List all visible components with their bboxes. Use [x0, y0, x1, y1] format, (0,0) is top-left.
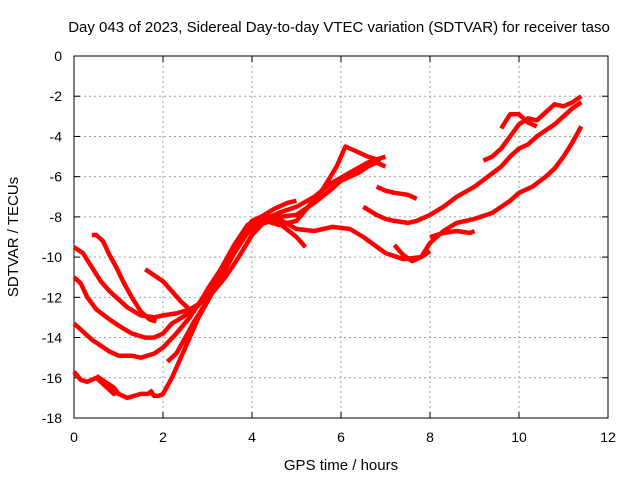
series-line-track-3 — [72, 212, 432, 360]
series-group — [72, 94, 584, 401]
series-line-track-12 — [362, 100, 583, 226]
x-axis-label: GPS time / hours — [284, 457, 398, 474]
y-tick-label: -2 — [50, 88, 63, 104]
y-tick-label: -8 — [50, 209, 63, 225]
series-line-track-5 — [91, 232, 157, 324]
series-line-track-15 — [482, 94, 583, 163]
y-tick-label: -18 — [42, 410, 62, 426]
y-tick-label: 0 — [54, 48, 62, 64]
x-tick-label: 4 — [248, 429, 256, 445]
series-line-track-14 — [429, 228, 476, 240]
x-tick-label: 12 — [600, 429, 616, 445]
series-line-track-8 — [143, 267, 198, 314]
y-tick-label: -6 — [50, 169, 63, 185]
y-tick-label: -12 — [42, 289, 62, 305]
x-tick-label: 2 — [159, 429, 167, 445]
series-line-track-6 — [95, 373, 155, 401]
x-tick-label: 8 — [426, 429, 434, 445]
y-tick-label: -4 — [50, 128, 63, 144]
series-line-track-11 — [375, 184, 418, 201]
series-line-track-4 — [72, 370, 120, 397]
y-tick-label: -16 — [42, 370, 62, 386]
series-line-track-16 — [499, 112, 538, 130]
x-tick-label: 0 — [70, 429, 78, 445]
series-line-track-13 — [392, 125, 584, 264]
x-tick-label: 10 — [511, 429, 527, 445]
tick-group: 0 2 4 6 8 10 12 -18 -16 -14 -12 -10 -8 -6 -4 -2 0 — [42, 48, 616, 445]
series-line-track-7 — [147, 154, 387, 399]
y-axis-label: SDTVAR / TECUs — [5, 177, 22, 297]
chart-title: Day 043 of 2023, Sidereal Day-to-day VTE… — [68, 19, 610, 36]
grid — [74, 56, 608, 418]
y-tick-label: -14 — [42, 330, 62, 346]
y-tick-label: -10 — [42, 249, 62, 265]
x-tick-label: 6 — [337, 429, 345, 445]
series-line-track-10 — [251, 160, 387, 228]
